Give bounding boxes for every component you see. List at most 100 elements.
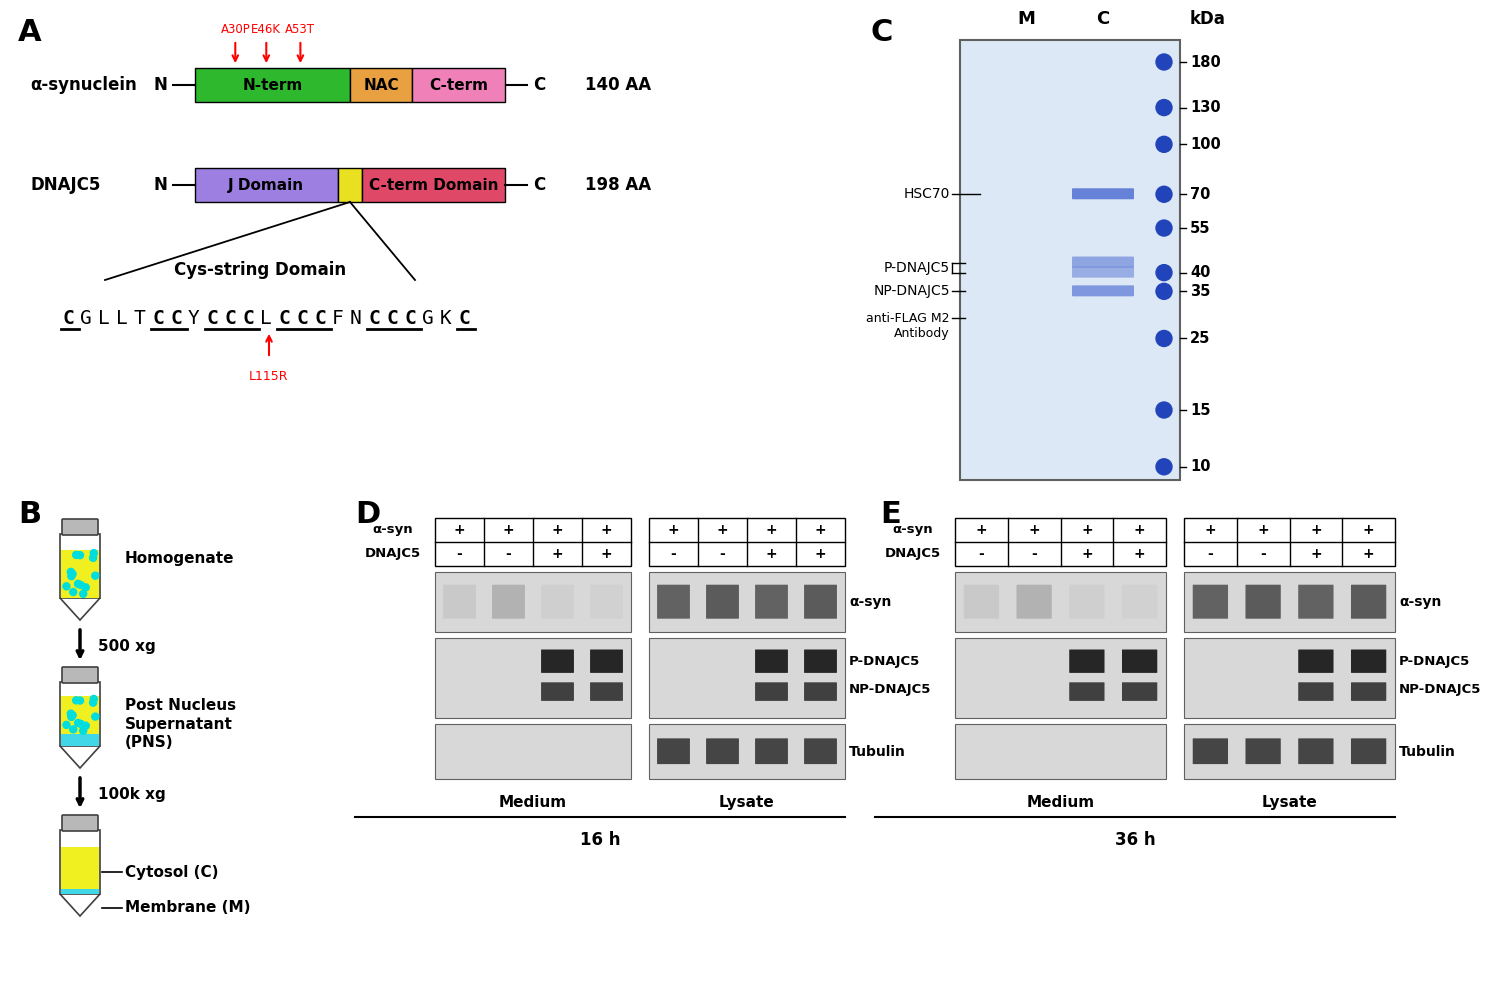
Text: T: T [134,308,146,327]
FancyBboxPatch shape [754,739,788,764]
Text: DNAJC5: DNAJC5 [30,176,100,194]
Circle shape [1156,459,1172,475]
Text: +: + [668,523,680,537]
Circle shape [63,583,70,590]
Text: -: - [670,547,676,561]
Circle shape [69,571,76,578]
Circle shape [1156,137,1172,153]
Bar [650,518,844,566]
Text: A30P: A30P [220,23,251,36]
FancyBboxPatch shape [442,585,476,619]
Text: C: C [532,76,546,94]
Polygon shape [60,894,100,916]
Bar [350,68,412,102]
Polygon shape [60,746,100,768]
Text: C: C [62,308,74,327]
Text: G: G [422,308,434,327]
Bar [956,518,1166,566]
Text: α-syn: α-syn [892,524,933,537]
FancyBboxPatch shape [492,585,525,619]
Bar [1184,724,1395,779]
Text: α-syn: α-syn [1400,595,1441,609]
FancyBboxPatch shape [963,585,999,619]
Bar [435,638,632,718]
Text: Cytosol (C): Cytosol (C) [124,864,219,879]
FancyBboxPatch shape [1245,585,1281,619]
Text: 70: 70 [1190,187,1210,202]
Text: L: L [98,308,109,327]
Circle shape [76,721,84,728]
FancyBboxPatch shape [1017,585,1052,619]
Text: Homogenate: Homogenate [124,551,234,566]
FancyBboxPatch shape [62,519,98,535]
Text: +: + [1310,523,1322,537]
FancyBboxPatch shape [804,739,837,764]
Text: N: N [153,176,166,194]
Bar [956,638,1166,718]
Bar [62,847,99,889]
Text: L115R: L115R [249,370,288,383]
Text: C: C [458,308,470,327]
Text: +: + [503,523,515,537]
Bar [60,682,100,746]
Text: +: + [1364,523,1374,537]
FancyBboxPatch shape [1245,739,1281,764]
Text: Medium: Medium [1026,795,1095,810]
Text: +: + [765,547,777,561]
Circle shape [90,554,96,561]
Text: G: G [80,308,92,327]
Text: +: + [1134,547,1146,561]
Bar [195,68,350,102]
FancyBboxPatch shape [590,683,622,701]
Circle shape [80,590,87,598]
Text: P-DNAJC5: P-DNAJC5 [1400,656,1470,669]
FancyBboxPatch shape [1070,585,1104,619]
FancyBboxPatch shape [542,683,574,701]
FancyBboxPatch shape [1122,650,1158,673]
Text: F: F [332,308,344,327]
Text: Y: Y [188,308,200,327]
Text: +: + [975,523,987,537]
Text: C-term Domain: C-term Domain [369,178,498,193]
Text: M: M [1017,10,1035,28]
Text: 40: 40 [1190,265,1210,280]
Text: P-DNAJC5: P-DNAJC5 [849,656,920,669]
Text: 25: 25 [1190,331,1210,346]
FancyBboxPatch shape [1070,683,1104,701]
Text: Medium: Medium [500,795,567,810]
FancyBboxPatch shape [754,650,788,673]
FancyBboxPatch shape [1352,650,1386,673]
Circle shape [1156,220,1172,237]
FancyBboxPatch shape [62,815,98,831]
Circle shape [82,723,88,730]
Text: DNAJC5: DNAJC5 [885,548,940,561]
Text: +: + [1310,547,1322,561]
Text: P-DNAJC5: P-DNAJC5 [884,260,950,274]
Text: +: + [1257,523,1269,537]
FancyBboxPatch shape [542,585,574,619]
Text: 100k xg: 100k xg [98,787,165,802]
Text: K: K [440,308,452,327]
Circle shape [90,700,96,707]
Text: 35: 35 [1190,283,1210,298]
Text: +: + [552,523,564,537]
Circle shape [1156,264,1172,280]
Text: 130: 130 [1190,100,1221,115]
FancyBboxPatch shape [590,650,622,673]
FancyBboxPatch shape [1122,585,1158,619]
Text: N-term: N-term [243,78,303,93]
Text: 10: 10 [1190,459,1210,474]
Text: +: + [453,523,465,537]
Text: +: + [815,523,827,537]
FancyBboxPatch shape [1298,585,1334,619]
Circle shape [69,726,76,733]
Text: C: C [224,308,236,327]
Text: A53T: A53T [285,23,315,36]
Text: 140 AA: 140 AA [585,76,651,94]
Circle shape [92,572,99,579]
Bar [413,68,506,102]
Text: NP-DNAJC5: NP-DNAJC5 [873,284,950,298]
Text: E46K: E46K [252,23,282,36]
Bar [960,40,1180,480]
Text: C: C [206,308,218,327]
